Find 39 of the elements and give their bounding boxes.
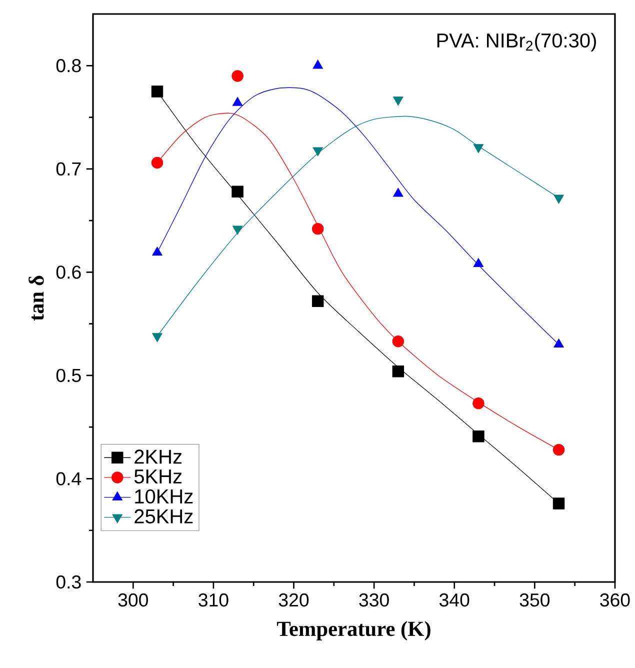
point: [554, 338, 564, 348]
y-tick-label: 0.6: [56, 266, 81, 279]
y-axis-title: tan δ: [28, 276, 44, 321]
point: [151, 156, 164, 169]
point: [151, 86, 164, 98]
legend-label: 25KHz: [134, 509, 193, 524]
x-tick-label: 300: [118, 593, 148, 607]
point: [152, 333, 162, 342]
x-tick-label: 350: [520, 593, 550, 607]
point: [554, 194, 564, 204]
x-tick-label: 340: [440, 593, 470, 607]
y-tick-label: 0.3: [56, 575, 81, 589]
point: [472, 430, 484, 442]
point: [472, 397, 484, 410]
point: [312, 295, 324, 307]
point: [312, 222, 324, 235]
point: [232, 70, 244, 82]
point: [232, 226, 243, 235]
x-axis-title: Temperature (K): [277, 621, 430, 640]
point: [312, 147, 323, 156]
y-tick-label: 0.4: [56, 472, 82, 486]
annotation: PVA: NIBr$_{2}$(70:30): [437, 32, 596, 52]
point: [393, 96, 404, 106]
point: [232, 186, 244, 198]
legend-label: 5KHz: [134, 470, 182, 484]
y-tick-label: 0.8: [56, 59, 81, 72]
point: [392, 336, 404, 348]
x-tick-label: 360: [600, 593, 630, 607]
point: [392, 365, 404, 378]
y-tick-label: 0.5: [56, 368, 81, 382]
y-tick-label: 0.7: [56, 162, 81, 176]
legend-label: 2KHz: [134, 450, 182, 464]
point: [552, 498, 565, 510]
point: [473, 144, 484, 154]
x-tick-label: 320: [278, 593, 309, 607]
legend-label: 10KHz: [135, 489, 193, 504]
point: [552, 444, 565, 456]
x-tick-label: 310: [198, 593, 228, 607]
x-tick-label: 330: [359, 593, 389, 607]
